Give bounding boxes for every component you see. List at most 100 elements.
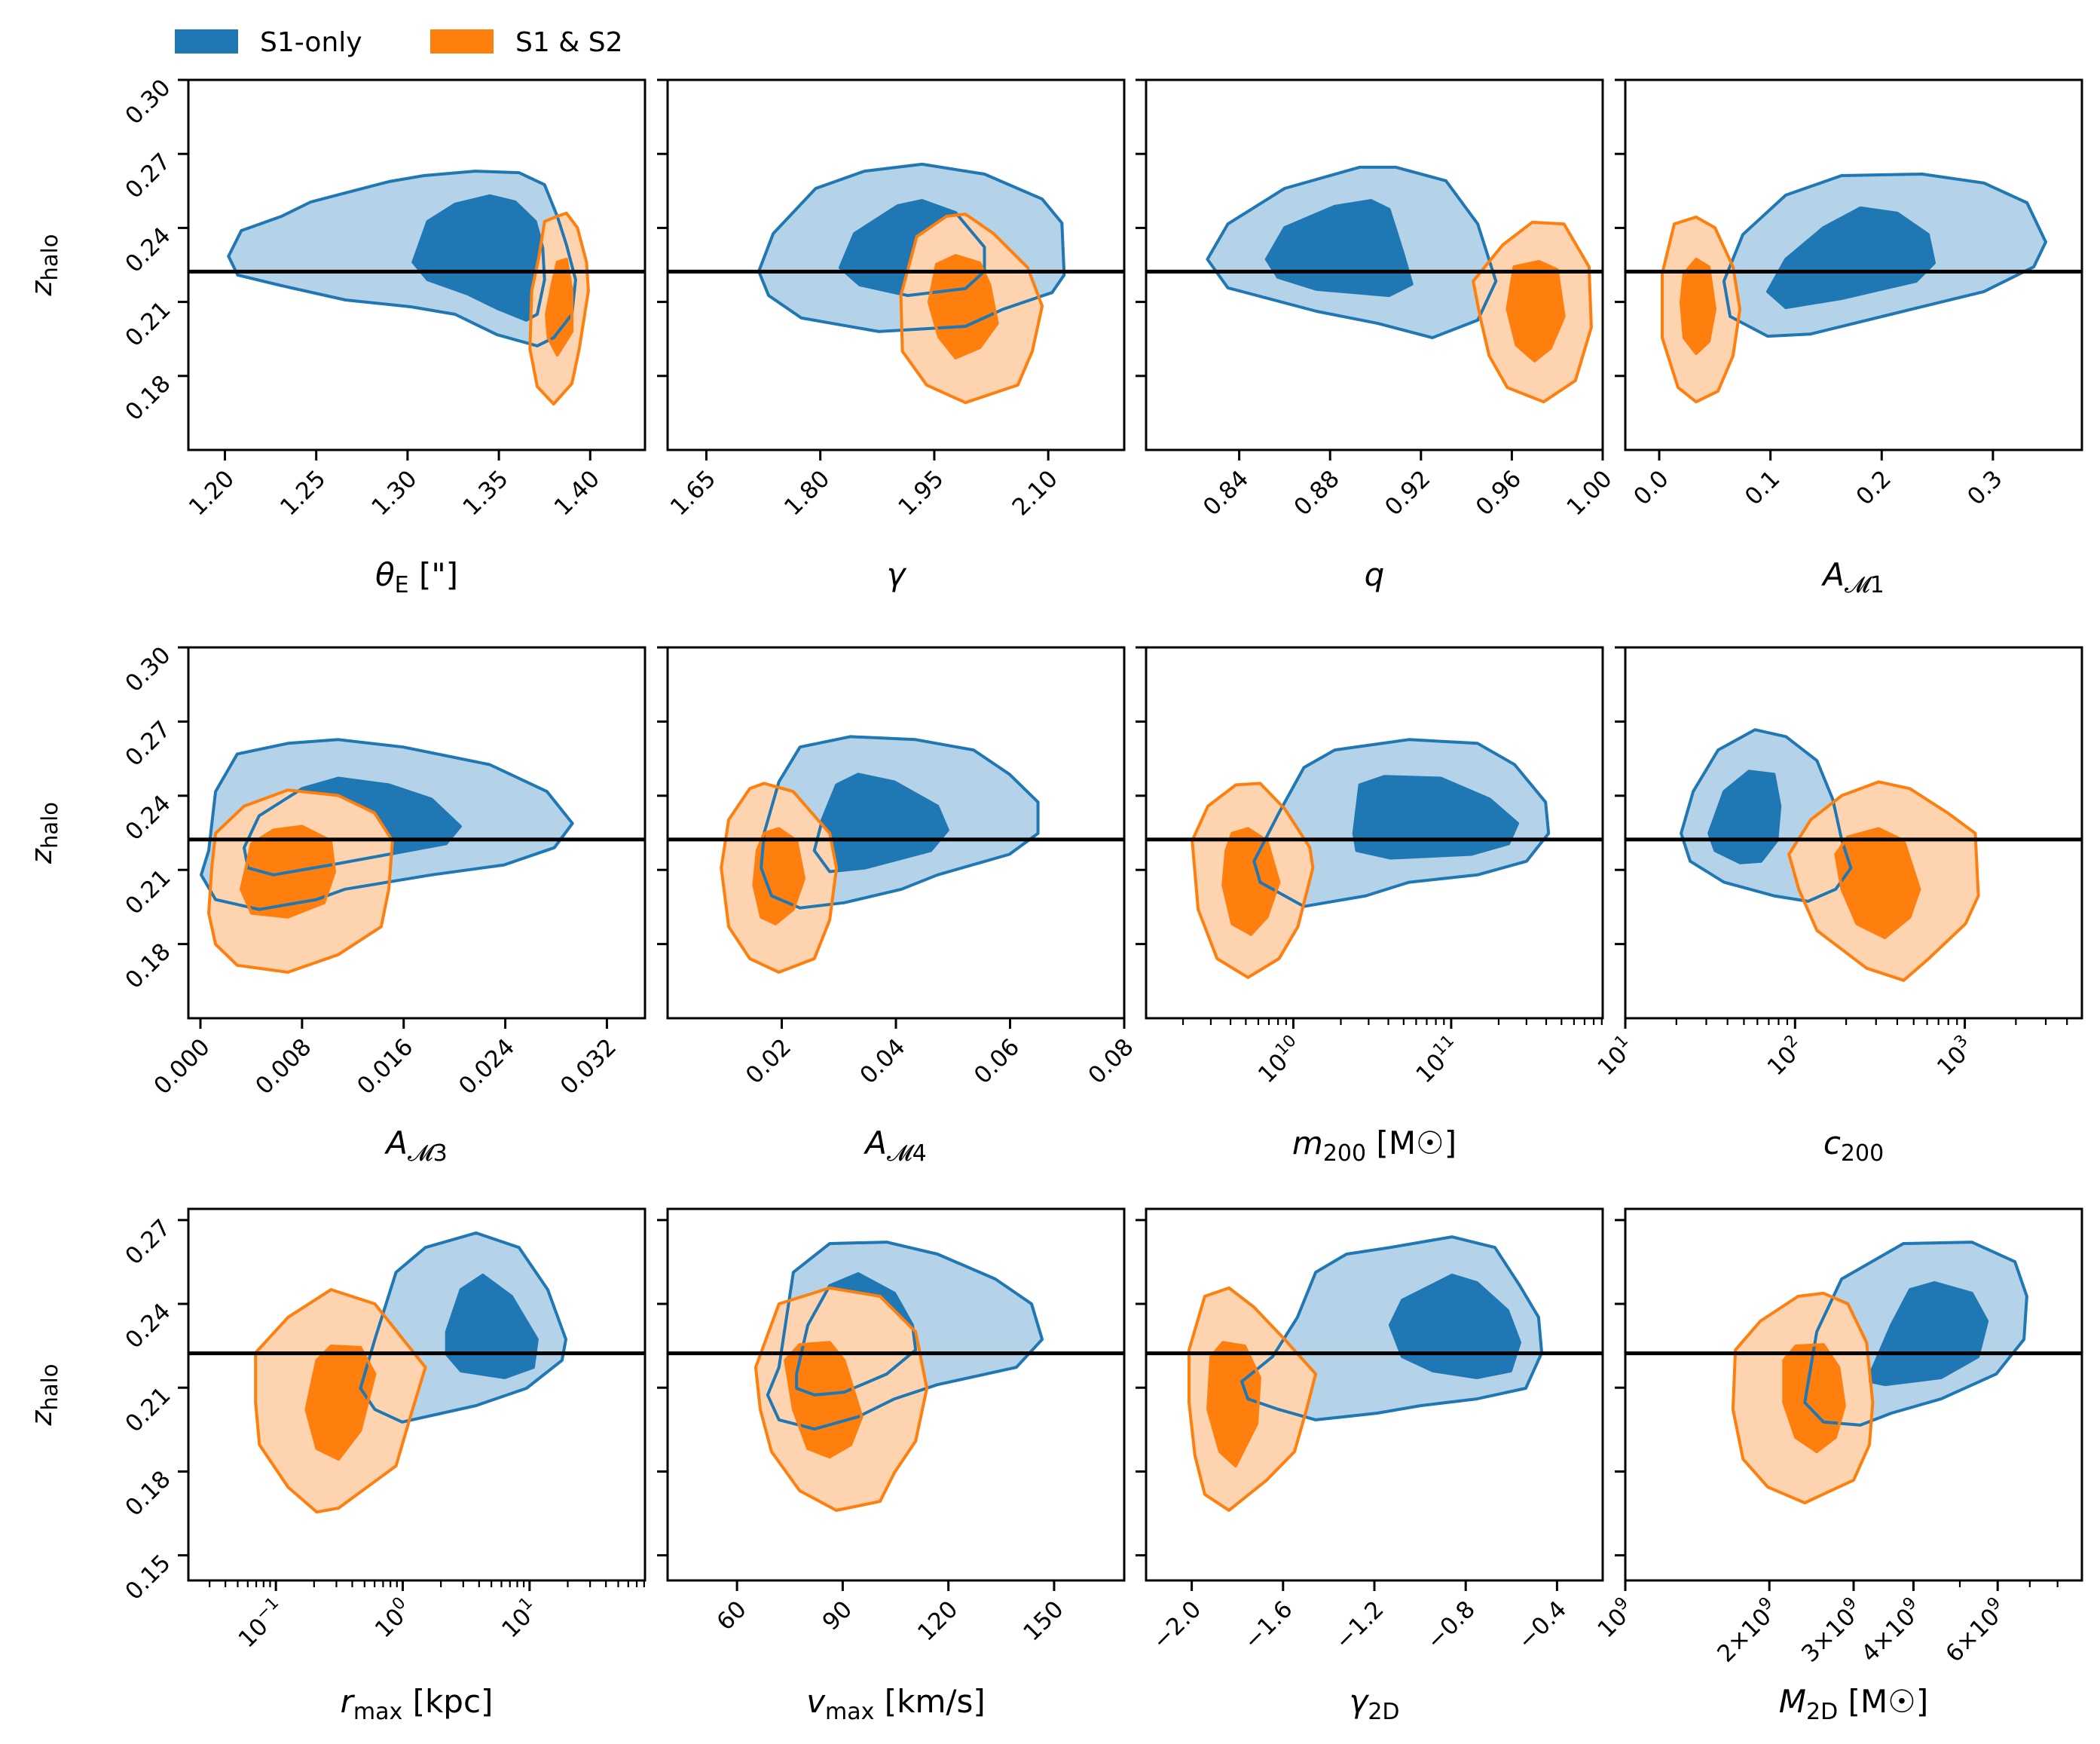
contour-line-2sigma-s1-s2 — [1787, 780, 1980, 982]
legend: S1-only S1 & S2 — [175, 27, 622, 58]
legend-swatch-s1-only — [175, 29, 238, 54]
plot-area — [668, 1241, 1124, 1512]
contour-line-1sigma-s1-only — [1869, 1280, 1989, 1387]
contour-fill-1sigma-s1-s2 — [928, 255, 998, 358]
contour-line-1sigma-s1-s2 — [752, 827, 805, 926]
axes-frame — [187, 78, 647, 451]
contour-fill-1sigma-s1-only — [1870, 1282, 1988, 1385]
x-axis-label-a-m4: A𝓜4 — [863, 1124, 926, 1167]
contour-line-1sigma-s1-only — [411, 194, 546, 322]
contour-line-1sigma-s1-only — [1264, 199, 1414, 298]
axes-frame — [666, 1207, 1126, 1582]
contour-line-1sigma-s1-s2 — [1221, 827, 1281, 936]
contour-line-1sigma-s1-s2 — [1206, 1341, 1261, 1467]
contour-line-2sigma-s1-s2 — [1731, 1291, 1875, 1504]
panel-gamma: 1.65 1.80 1.95 2.10γ — [657, 78, 1126, 593]
x-axis-label-theta-e: θE ["] — [375, 556, 458, 598]
axes-frame — [187, 1207, 647, 1582]
legend-label-s1-only: S1-only — [260, 27, 362, 58]
contour-line-2sigma-s1-s2 — [1472, 220, 1593, 404]
x-axis-label-gamma-2d: γ2D — [1349, 1683, 1399, 1725]
contour-line-2sigma-s1-only — [1252, 738, 1551, 908]
axes-frame — [666, 78, 1126, 451]
contour-line-1sigma-s1-s2 — [1505, 259, 1566, 363]
x-axis-label-r-max: rmax [kpc] — [341, 1683, 494, 1725]
contour-fill-1sigma-s1-only — [1768, 207, 1934, 308]
contour-fill-1sigma-s1-s2 — [785, 1342, 862, 1458]
y-axis-label-row-3: zhalo — [25, 1364, 63, 1427]
legend-label-s1-s2: S1 & S2 — [515, 27, 622, 58]
x-axis-label-v-max: vmax [km/s] — [806, 1683, 986, 1725]
contour-fill-1sigma-s1-s2 — [306, 1346, 375, 1460]
contour-line-2sigma-s1-only — [200, 738, 574, 911]
contour-line-2sigma-s1-only — [1240, 1235, 1544, 1421]
plot-area — [188, 1231, 645, 1514]
plot-area — [668, 162, 1124, 405]
axes-frame — [1624, 646, 2083, 1020]
contour-line-2sigma-s1-s2 — [899, 213, 1044, 405]
x-tick-label: 1010 — [1251, 1031, 1308, 1088]
contour-line-2sigma-s1-only — [227, 170, 577, 347]
contour-line-2sigma-s1-only — [1206, 165, 1498, 340]
plot-area — [1625, 1241, 2082, 1504]
contour-fill-1sigma-s1-s2 — [1208, 1342, 1260, 1466]
y-axis-label-row-1: zhalo — [25, 234, 63, 297]
contour-line-2sigma-s1-s2 — [753, 1286, 929, 1512]
contour-line-2sigma-s1-only — [1722, 173, 2047, 338]
contour-line-2sigma-s1-s2 — [1188, 1286, 1318, 1512]
contour-line-1sigma-s1-s2 — [1782, 1343, 1846, 1454]
contour-fill-1sigma-s1-s2 — [753, 828, 804, 924]
contour-line-1sigma-s1-only — [795, 1272, 918, 1397]
contour-line-1sigma-s1-only — [1707, 770, 1782, 864]
contour-line-1sigma-s1-s2 — [240, 825, 336, 919]
contour-line-2sigma-s1-s2 — [1191, 782, 1315, 979]
x-axis-label-m-2d: M2D [M☉] — [1779, 1683, 1928, 1725]
legend-item-s1-only: S1-only — [175, 27, 362, 58]
contour-line-1sigma-s1-only — [243, 776, 462, 877]
plot-area — [188, 738, 645, 974]
contour-line-2sigma-s1-s2 — [528, 211, 590, 406]
contour-fill-1sigma-s1-s2 — [1836, 828, 1920, 938]
contour-line-1sigma-s1-only — [1352, 775, 1520, 860]
x-axis-label-q: q — [1365, 556, 1385, 593]
legend-item-s1-s2: S1 & S2 — [430, 27, 622, 58]
x-axis-label-c200: c200 — [1823, 1124, 1884, 1167]
x-axis-label-a-m1: A𝓜1 — [1820, 556, 1884, 598]
axes-frame — [1624, 78, 2083, 451]
plot-area — [188, 170, 645, 406]
contour-fill-1sigma-s1-only — [413, 195, 545, 320]
plot-area — [668, 735, 1124, 974]
axes-frame — [1145, 646, 1604, 1020]
contour-fill-1sigma-s1-s2 — [1784, 1345, 1845, 1452]
contour-line-2sigma-s1-only — [1803, 1241, 2028, 1427]
contour-fill-1sigma-s1-only — [814, 774, 948, 872]
contour-line-1sigma-s1-s2 — [1680, 258, 1716, 355]
contour-line-1sigma-s1-only — [1388, 1273, 1521, 1379]
axes-frame — [187, 646, 647, 1020]
contour-fill-1sigma-s1-s2 — [1223, 828, 1279, 935]
contour-line-2sigma-s1-s2 — [720, 782, 839, 974]
plot-area — [1625, 728, 2082, 982]
plot-area — [1146, 1235, 1603, 1512]
contour-line-1sigma-s1-s2 — [784, 1341, 864, 1459]
x-axis-label-gamma: γ — [887, 556, 907, 593]
contour-line-2sigma-s1-s2 — [1661, 216, 1742, 404]
contour-line-1sigma-s1-s2 — [304, 1345, 377, 1461]
x-axis-label-m200: m200 [M☉] — [1292, 1124, 1457, 1167]
contour-line-1sigma-s1-only — [1766, 206, 1936, 310]
plot-area — [1625, 173, 2082, 404]
y-axis-label-row-2: zhalo — [25, 802, 63, 864]
contour-line-1sigma-s1-s2 — [1834, 827, 1921, 940]
legend-swatch-s1-s2 — [430, 29, 494, 54]
contour-line-1sigma-s1-only — [838, 199, 986, 298]
contour-line-1sigma-s1-s2 — [927, 254, 999, 360]
contour-fill-1sigma-s1-s2 — [1681, 259, 1715, 353]
contour-fill-1sigma-s1-s2 — [1507, 261, 1564, 361]
contour-line-2sigma-s1-s2 — [207, 788, 394, 974]
plot-area — [1146, 165, 1603, 404]
